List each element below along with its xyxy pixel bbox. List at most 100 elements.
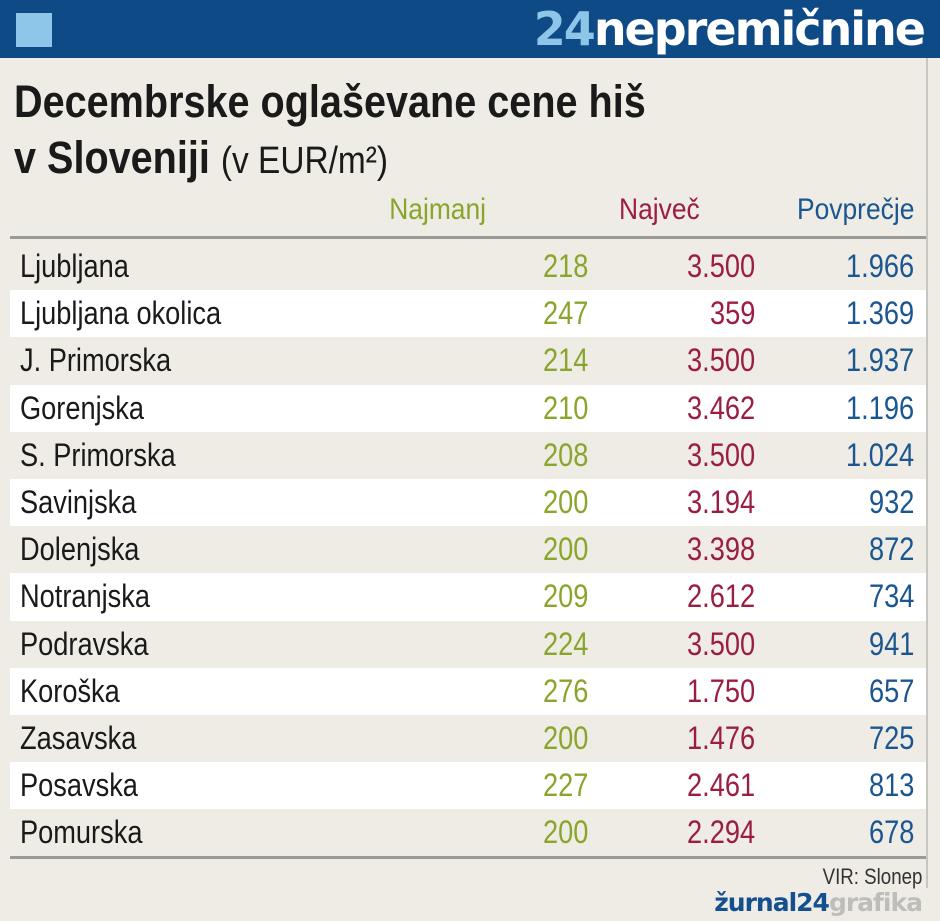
region-name-text: Ljubljana	[20, 248, 129, 285]
region-name: S. Primorska	[10, 432, 257, 479]
region-name: Zasavska	[10, 715, 257, 762]
min-value-text: 276	[542, 672, 589, 709]
avg-value-text: 725	[868, 719, 914, 756]
avg-value: 1.196	[755, 385, 926, 432]
avg-value: 1.369	[755, 290, 926, 337]
avg-value-text: 1.937	[845, 342, 914, 379]
table-row: Posavska 227 2.461 813	[10, 762, 926, 810]
avg-value-text: 1.369	[845, 295, 914, 332]
avg-value-text: 813	[868, 767, 914, 804]
table-row: Zasavska 200 1.476 725	[10, 715, 926, 762]
avg-value-text: 657	[868, 672, 914, 709]
min-value-text: 200	[542, 531, 589, 568]
region-name-text: Dolenjska	[20, 531, 140, 568]
page-title: Decembrske oglaševane cene hiš v Sloveni…	[14, 76, 646, 183]
avg-value-text: 872	[868, 531, 914, 568]
max-value-text: 3.500	[687, 342, 756, 379]
region-name-text: J. Primorska	[20, 342, 172, 379]
column-header-min: Najmanj	[389, 193, 486, 226]
avg-value: 872	[755, 526, 926, 573]
min-value-text: 200	[542, 719, 589, 756]
region-name: Dolenjska	[10, 526, 257, 573]
max-value-text: 1.750	[687, 672, 756, 709]
brand-logo: 24nepremičnine	[533, 2, 926, 56]
price-table: Ljubljana 218 3.500 1.966 Ljubljana okolica 2…	[10, 243, 926, 856]
max-value: 2.294	[588, 809, 755, 856]
region-name-text: Pomurska	[20, 814, 143, 851]
region-name-text: Notranjska	[20, 578, 151, 615]
min-value: 247	[257, 290, 589, 337]
max-value: 3.194	[588, 479, 755, 526]
square-logo-mark	[16, 13, 52, 47]
avg-value: 932	[755, 479, 926, 526]
min-value-text: 208	[542, 436, 589, 473]
table-row: Notranjska 209 2.612 734	[10, 573, 926, 621]
table-row: S. Primorska 208 3.500 1.024	[10, 432, 926, 479]
max-value-text: 3.500	[687, 248, 756, 285]
min-value-text: 210	[542, 389, 589, 426]
region-name: Notranjska	[10, 573, 257, 620]
region-name-text: Gorenjska	[20, 389, 144, 426]
min-value-text: 200	[542, 814, 589, 851]
column-header-avg: Povprečje	[796, 193, 914, 226]
table-row: Koroška 276 1.750 657	[10, 667, 926, 715]
min-value: 210	[257, 385, 589, 432]
max-value: 1.750	[588, 668, 755, 715]
max-value: 3.500	[588, 621, 755, 668]
min-value: 214	[257, 337, 588, 384]
min-value: 227	[257, 762, 588, 809]
avg-value-text: 932	[868, 484, 914, 521]
max-value-text: 3.462	[687, 389, 756, 426]
min-value: 209	[257, 573, 589, 620]
min-value: 200	[257, 479, 589, 526]
avg-value-text: 941	[868, 625, 914, 662]
zurnal24-logo: žurnal24grafika	[714, 888, 923, 917]
region-name-text: Podravska	[20, 625, 149, 662]
source-label: VIR: Slonep	[822, 864, 922, 889]
min-value: 200	[257, 526, 589, 573]
min-value-text: 247	[542, 295, 589, 332]
max-value-text: 3.500	[687, 436, 756, 473]
region-name: Pomurska	[10, 809, 257, 856]
max-value: 359	[588, 290, 755, 337]
column-header-max: Največ	[619, 193, 700, 226]
max-value: 3.398	[588, 526, 755, 573]
avg-value: 1.024	[755, 432, 926, 479]
region-name: Koroška	[10, 668, 257, 715]
avg-value-text: 1.196	[845, 389, 914, 426]
avg-value: 1.966	[755, 243, 926, 290]
table-row: Ljubljana 218 3.500 1.966	[10, 243, 926, 290]
min-value: 218	[257, 243, 589, 290]
table-row: J. Primorska 214 3.500 1.937	[10, 337, 926, 384]
max-value: 3.500	[588, 337, 755, 384]
max-value-text: 3.398	[687, 531, 756, 568]
min-value-text: 218	[542, 248, 589, 285]
table-row: Ljubljana okolica 247 359 1.369	[10, 290, 926, 338]
region-name: Posavska	[10, 762, 257, 809]
region-name-text: Koroška	[20, 672, 120, 709]
region-name: J. Primorska	[10, 337, 257, 384]
region-name-text: Posavska	[20, 767, 138, 804]
avg-value: 678	[755, 809, 926, 856]
max-value-text: 2.461	[687, 767, 756, 804]
table-row: Savinjska 200 3.194 932	[10, 478, 926, 527]
avg-value: 725	[755, 715, 926, 762]
avg-value: 941	[755, 621, 926, 668]
min-value-text: 200	[542, 484, 589, 521]
min-value: 200	[257, 809, 589, 856]
max-value-text: 2.294	[687, 814, 756, 851]
min-value: 224	[257, 621, 589, 668]
region-name-text: S. Primorska	[20, 436, 176, 473]
max-value: 3.500	[588, 243, 755, 290]
min-value-text: 209	[542, 578, 589, 615]
min-value: 276	[257, 668, 589, 715]
region-name-text: Savinjska	[20, 484, 137, 521]
region-name: Ljubljana okolica	[10, 290, 257, 337]
avg-value-text: 678	[868, 814, 914, 851]
region-name: Savinjska	[10, 479, 257, 526]
max-value: 2.612	[588, 573, 755, 620]
min-value-text: 224	[542, 625, 589, 662]
avg-value: 813	[755, 762, 926, 809]
avg-value-text: 1.966	[845, 248, 914, 285]
avg-value-text: 734	[868, 578, 914, 615]
